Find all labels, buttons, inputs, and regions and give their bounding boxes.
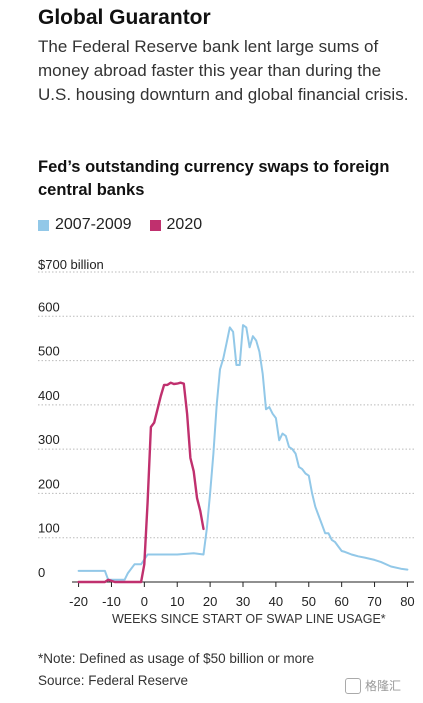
x-tick-label--10: -10 xyxy=(102,594,121,609)
x-tick-label--20: -20 xyxy=(69,594,88,609)
x-tick-label-50: 50 xyxy=(302,594,316,609)
y-tick-label-300: 300 xyxy=(38,432,60,447)
x-tick-label-10: 10 xyxy=(170,594,184,609)
footnote: *Note: Defined as usage of $50 billion o… xyxy=(38,651,315,666)
y-tick-label-100: 100 xyxy=(38,521,60,536)
legend-item-2020: 2020 xyxy=(149,216,203,234)
y-axis-top-label: $700 billion xyxy=(38,257,104,272)
x-tick-label-40: 40 xyxy=(269,594,283,609)
legend-item-2007-2009: 2007-2009 xyxy=(38,216,132,234)
y-tick-label-600: 600 xyxy=(38,299,60,314)
legend-label-2007-2009: 2007-2009 xyxy=(55,216,132,233)
x-axis-label: WEEKS SINCE START OF SWAP LINE USAGE* xyxy=(112,612,386,626)
watermark-text: 格隆汇 xyxy=(365,679,402,693)
dek: The Federal Reserve bank lent large sums… xyxy=(38,37,409,104)
series-line-2020 xyxy=(77,381,205,584)
x-tick-label-30: 30 xyxy=(236,594,250,609)
headline: Global Guarantor xyxy=(38,6,211,29)
watermark: 格隆汇 xyxy=(345,677,401,694)
watermark-logo-icon xyxy=(345,677,361,694)
x-tick-label-20: 20 xyxy=(203,594,217,609)
legend-swatch-2020 xyxy=(149,219,161,231)
chart-title: Fed’s outstanding currency swaps to fore… xyxy=(38,158,390,199)
series-line-2007-2009 xyxy=(77,324,409,581)
y-tick-label-500: 500 xyxy=(38,344,60,359)
source-line: Source: Federal Reserve xyxy=(38,673,189,688)
legend-swatch-2007-2009 xyxy=(38,219,49,231)
legend: 2007-2009 2020 xyxy=(38,216,220,234)
y-tick-label-400: 400 xyxy=(38,388,60,403)
x-tick-label-60: 60 xyxy=(334,594,348,609)
x-tick-label-70: 70 xyxy=(367,594,381,609)
x-tick-label-0: 0 xyxy=(141,594,148,609)
y-tick-label-0: 0 xyxy=(38,565,45,580)
legend-label-2020: 2020 xyxy=(166,216,203,233)
x-tick-label-80: 80 xyxy=(400,594,414,609)
y-tick-label-200: 200 xyxy=(38,476,60,491)
